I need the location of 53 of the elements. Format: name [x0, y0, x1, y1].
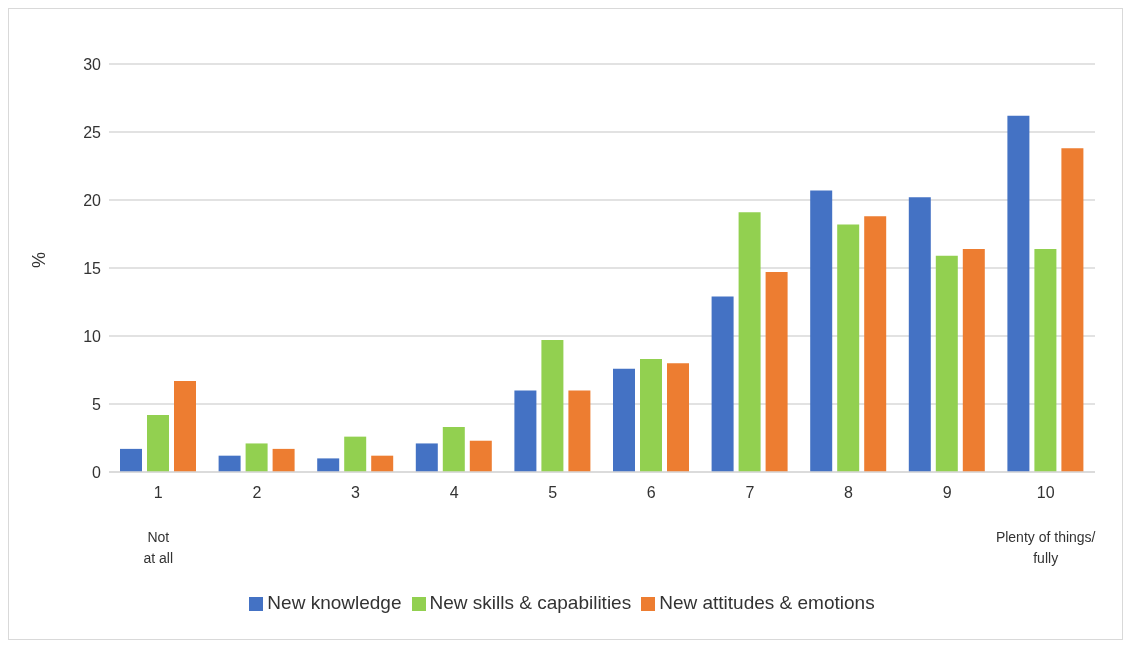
bar	[864, 216, 887, 472]
legend-label: New attitudes & emotions	[659, 592, 875, 613]
bar	[120, 448, 142, 472]
legend-label: New knowledge	[267, 592, 402, 613]
bar	[541, 340, 564, 472]
bar	[935, 255, 958, 472]
bar	[1061, 148, 1084, 472]
y-axis-title: %	[29, 251, 50, 268]
x-tick-label: 4	[449, 484, 459, 501]
legend-label: New skills & capabilities	[429, 592, 632, 613]
x-tick-label: 3	[351, 484, 361, 501]
bar	[174, 380, 196, 472]
bar	[810, 190, 833, 472]
bar	[837, 224, 860, 472]
x-tick-label: 1	[153, 484, 163, 501]
bar	[1034, 248, 1057, 472]
bar	[469, 440, 492, 472]
x-tick-label: 6	[646, 484, 656, 501]
bar	[371, 455, 394, 472]
bar	[738, 212, 761, 472]
bar	[344, 436, 367, 472]
bar	[272, 448, 295, 472]
bar	[908, 197, 931, 472]
x-tick-label: 2	[252, 484, 262, 501]
bar	[613, 368, 635, 472]
bar	[568, 390, 591, 472]
y-tick-label: 5	[92, 395, 102, 413]
bar	[640, 359, 662, 472]
bar	[415, 443, 438, 472]
x-tick-label: 10	[1036, 484, 1055, 501]
y-tick-label: 15	[83, 259, 102, 277]
y-tick-label: 30	[83, 55, 102, 73]
x-tick-label: 8	[844, 484, 854, 501]
x-tick-label: 7	[745, 484, 755, 501]
bar	[442, 427, 465, 472]
x-tick-label: 5	[548, 484, 558, 501]
bar	[962, 248, 985, 472]
text: Plenty of things/ fully	[995, 529, 1096, 566]
bar	[147, 414, 169, 472]
bar	[667, 363, 689, 472]
x-tick-label: 9	[942, 484, 952, 501]
bar	[711, 296, 734, 472]
bar	[317, 458, 340, 472]
bar	[514, 390, 537, 472]
y-tick-label: 20	[83, 191, 102, 209]
text: Not at all	[143, 529, 174, 566]
bar	[1007, 115, 1030, 472]
y-tick-label: 0	[92, 463, 102, 481]
y-tick-label: 10	[83, 327, 102, 345]
bar	[218, 455, 241, 472]
bar	[765, 272, 788, 472]
y-tick-label: 25	[83, 123, 102, 141]
bar	[245, 443, 268, 472]
